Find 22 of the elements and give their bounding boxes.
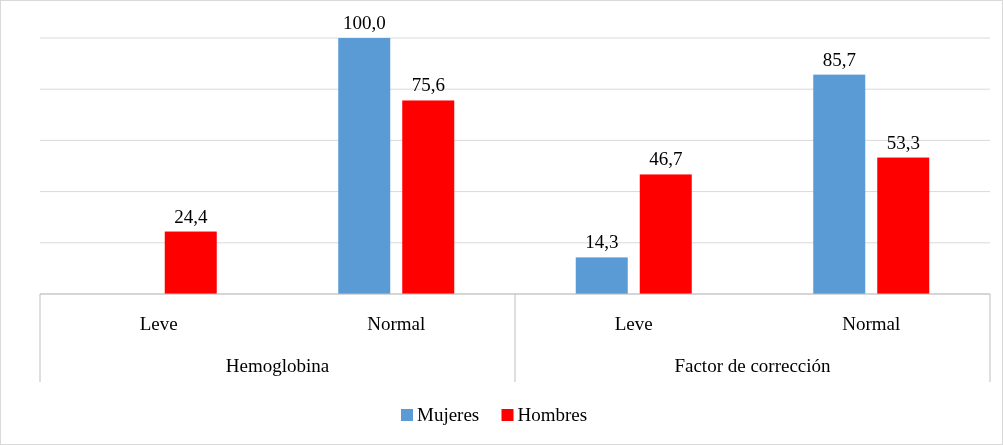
bar: [338, 38, 391, 294]
x-tick-label: Leve: [139, 313, 178, 334]
text: Factor de corrección: [674, 355, 832, 376]
data-label: 46,7: [649, 148, 683, 170]
x-tick-label: Normal: [367, 313, 426, 334]
text: Hemoglobina: [225, 355, 330, 376]
bar: [402, 100, 455, 294]
data-label: 53,3: [886, 131, 920, 153]
data-label: 75,6: [411, 74, 445, 96]
data-label: 14,3: [585, 231, 619, 253]
data-label: 100,0: [342, 12, 386, 33]
x-tick-label: Leve: [614, 313, 653, 334]
bar: [813, 74, 866, 294]
data-label: 24,4: [174, 205, 208, 227]
x-tick-label: Normal: [842, 313, 901, 334]
bar: [877, 157, 930, 294]
data-label: 85,7: [822, 48, 856, 70]
bar: [639, 174, 692, 294]
legend-label: Hombres: [517, 404, 588, 425]
legend-label: Mujeres: [417, 404, 480, 425]
bar: [164, 231, 217, 294]
bar: [575, 257, 628, 294]
